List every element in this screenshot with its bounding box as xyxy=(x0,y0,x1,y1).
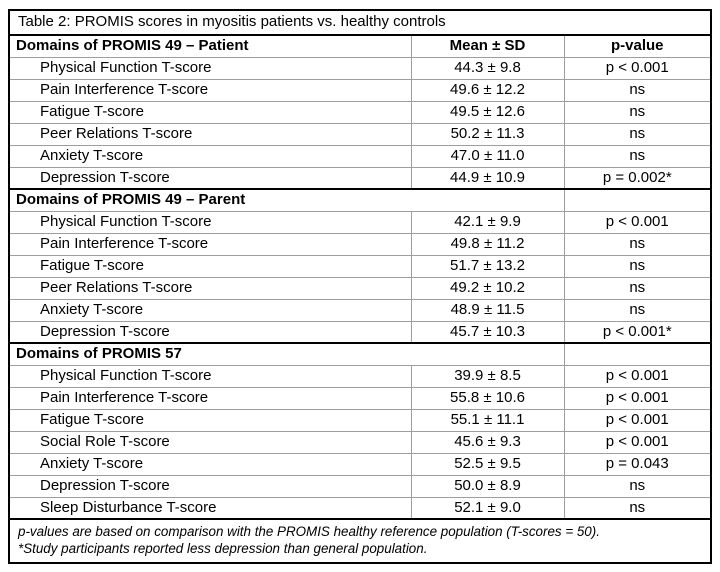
table-title: Table 2: PROMIS scores in myositis patie… xyxy=(9,10,711,36)
table-row: Peer Relations T-score 49.2 ± 10.2 ns xyxy=(9,276,711,300)
mean-sd-value: 51.7 ± 13.2 xyxy=(410,254,564,278)
row-label: Pain Interference T-score xyxy=(9,78,411,102)
row-label: Pain Interference T-score xyxy=(9,386,411,410)
row-label: Fatigue T-score xyxy=(9,408,411,432)
mean-sd-value: 55.8 ± 10.6 xyxy=(410,386,564,410)
table-row: Pain Interference T-score 49.8 ± 11.2 ns xyxy=(9,232,711,256)
section-header-row: Domains of PROMIS 49 – Parent xyxy=(9,188,711,211)
footnote-cell: p-values are based on comparison with th… xyxy=(9,518,711,563)
row-label: Physical Function T-score xyxy=(9,210,411,234)
footnote-pvalues: p-values are based on comparison with th… xyxy=(18,524,600,539)
mean-sd-value: 45.7 ± 10.3 xyxy=(410,320,564,344)
p-value: p = 0.002* xyxy=(563,166,711,190)
table-title-row: Table 2: PROMIS scores in myositis patie… xyxy=(9,10,711,36)
section-header-promis57: Domains of PROMIS 57 xyxy=(9,342,564,365)
p-value: p < 0.001 xyxy=(563,408,711,432)
row-label: Fatigue T-score xyxy=(9,100,411,124)
mean-sd-value: 50.2 ± 11.3 xyxy=(410,122,564,146)
p-value: ns xyxy=(563,254,711,278)
table-row: Fatigue T-score 51.7 ± 13.2 ns xyxy=(9,254,711,278)
table-row: Anxiety T-score 47.0 ± 11.0 ns xyxy=(9,144,711,168)
mean-sd-value: 44.9 ± 10.9 xyxy=(410,166,564,190)
row-label: Physical Function T-score xyxy=(9,364,411,388)
row-label: Physical Function T-score xyxy=(9,56,411,80)
table-row: Anxiety T-score 52.5 ± 9.5 p = 0.043 xyxy=(9,452,711,476)
row-label: Social Role T-score xyxy=(9,430,411,454)
row-label: Sleep Disturbance T-score xyxy=(9,496,411,520)
p-value: p < 0.001 xyxy=(563,364,711,388)
row-label: Fatigue T-score xyxy=(9,254,411,278)
table-row: Sleep Disturbance T-score 52.1 ± 9.0 ns xyxy=(9,496,711,520)
mean-sd-value: 44.3 ± 9.8 xyxy=(410,56,564,80)
footnote-asterisk: *Study participants reported less depres… xyxy=(18,541,428,557)
section-header-row: Domains of PROMIS 57 xyxy=(9,342,711,365)
p-value: p = 0.043 xyxy=(563,452,711,476)
p-value: ns xyxy=(563,298,711,322)
promis-scores-table: Table 2: PROMIS scores in myositis patie… xyxy=(8,9,712,564)
row-label: Peer Relations T-score xyxy=(9,122,411,146)
table-row: Anxiety T-score 48.9 ± 11.5 ns xyxy=(9,298,711,322)
empty-p-value-cell xyxy=(563,188,711,211)
row-label: Peer Relations T-score xyxy=(9,276,411,300)
mean-sd-value: 49.2 ± 10.2 xyxy=(410,276,564,300)
empty-p-value-cell xyxy=(563,342,711,365)
p-value: p < 0.001* xyxy=(563,320,711,344)
p-value: p < 0.001 xyxy=(563,56,711,80)
table-row: Peer Relations T-score 50.2 ± 11.3 ns xyxy=(9,122,711,146)
p-value: ns xyxy=(563,276,711,300)
row-label: Anxiety T-score xyxy=(9,144,411,168)
p-value: ns xyxy=(563,496,711,520)
p-value: ns xyxy=(563,232,711,256)
p-value: ns xyxy=(563,122,711,146)
col-header-p-value: p-value xyxy=(563,35,711,58)
p-value: ns xyxy=(563,100,711,124)
section-header-promis49-parent: Domains of PROMIS 49 – Parent xyxy=(9,188,564,211)
row-label: Depression T-score xyxy=(9,166,411,190)
col-header-mean-sd: Mean ± SD xyxy=(410,35,564,58)
row-label: Anxiety T-score xyxy=(9,452,411,476)
p-value: ns xyxy=(563,474,711,498)
mean-sd-value: 45.6 ± 9.3 xyxy=(410,430,564,454)
row-label: Depression T-score xyxy=(9,320,411,344)
table-row: Pain Interference T-score 55.8 ± 10.6 p … xyxy=(9,386,711,410)
column-header-row: Domains of PROMIS 49 – Patient Mean ± SD… xyxy=(9,35,711,58)
mean-sd-value: 39.9 ± 8.5 xyxy=(410,364,564,388)
p-value: ns xyxy=(563,144,711,168)
mean-sd-value: 42.1 ± 9.9 xyxy=(410,210,564,234)
table-row: Physical Function T-score 42.1 ± 9.9 p <… xyxy=(9,210,711,234)
mean-sd-value: 55.1 ± 11.1 xyxy=(410,408,564,432)
mean-sd-value: 50.0 ± 8.9 xyxy=(410,474,564,498)
row-label: Depression T-score xyxy=(9,474,411,498)
footnote-row: p-values are based on comparison with th… xyxy=(9,518,711,563)
mean-sd-value: 52.5 ± 9.5 xyxy=(410,452,564,476)
mean-sd-value: 47.0 ± 11.0 xyxy=(410,144,564,168)
table-row: Physical Function T-score 39.9 ± 8.5 p <… xyxy=(9,364,711,388)
section-header-promis49-patient: Domains of PROMIS 49 – Patient xyxy=(9,35,411,58)
table-row: Pain Interference T-score 49.6 ± 12.2 ns xyxy=(9,78,711,102)
table-row: Social Role T-score 45.6 ± 9.3 p < 0.001 xyxy=(9,430,711,454)
p-value: p < 0.001 xyxy=(563,386,711,410)
table-row: Depression T-score 45.7 ± 10.3 p < 0.001… xyxy=(9,320,711,344)
row-label: Anxiety T-score xyxy=(9,298,411,322)
table-row: Depression T-score 44.9 ± 10.9 p = 0.002… xyxy=(9,166,711,190)
table-row: Fatigue T-score 55.1 ± 11.1 p < 0.001 xyxy=(9,408,711,432)
p-value: ns xyxy=(563,78,711,102)
mean-sd-value: 49.8 ± 11.2 xyxy=(410,232,564,256)
p-value: p < 0.001 xyxy=(563,210,711,234)
table-row: Physical Function T-score 44.3 ± 9.8 p <… xyxy=(9,56,711,80)
mean-sd-value: 48.9 ± 11.5 xyxy=(410,298,564,322)
p-value: p < 0.001 xyxy=(563,430,711,454)
table-row: Fatigue T-score 49.5 ± 12.6 ns xyxy=(9,100,711,124)
row-label: Pain Interference T-score xyxy=(9,232,411,256)
mean-sd-value: 52.1 ± 9.0 xyxy=(410,496,564,520)
mean-sd-value: 49.6 ± 12.2 xyxy=(410,78,564,102)
mean-sd-value: 49.5 ± 12.6 xyxy=(410,100,564,124)
table-row: Depression T-score 50.0 ± 8.9 ns xyxy=(9,474,711,498)
